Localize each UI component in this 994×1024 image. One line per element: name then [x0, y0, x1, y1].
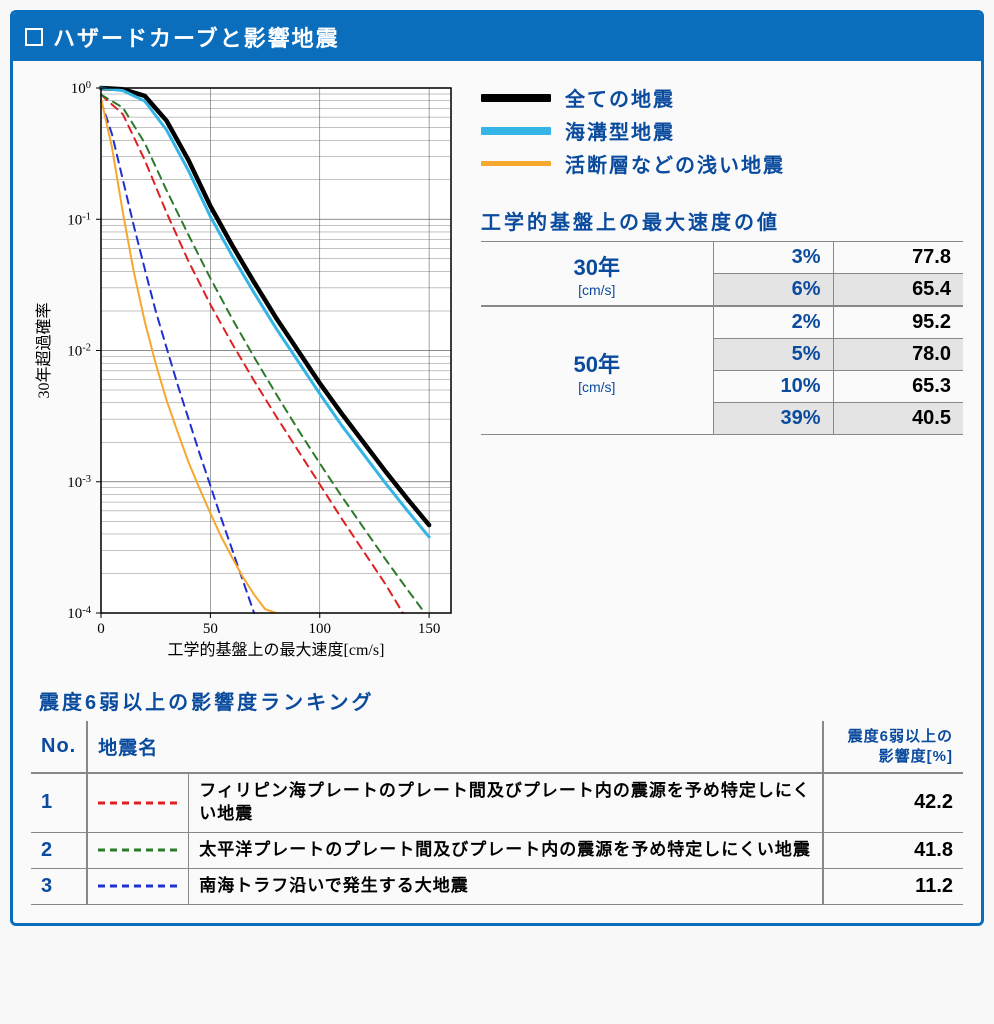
period-cell: 30年[cm/s] [481, 242, 713, 307]
value-cell: 65.3 [833, 371, 963, 403]
percent-cell: 3% [713, 242, 833, 274]
rank-no: 1 [31, 773, 87, 832]
rank-dash [87, 868, 189, 904]
header-box-icon [25, 28, 43, 46]
percent-cell: 39% [713, 403, 833, 435]
panel-header: ハザードカーブと影響地震 [13, 13, 981, 61]
col-impact: 震度6弱以上の影響度[%] [823, 721, 963, 773]
legend-swatch [481, 161, 551, 166]
svg-text:10-3: 10-3 [67, 473, 91, 491]
svg-text:10-1: 10-1 [67, 211, 91, 229]
legend-label: 海溝型地震 [565, 116, 675, 145]
legend-swatch [481, 127, 551, 135]
value-cell: 78.0 [833, 339, 963, 371]
percent-cell: 2% [713, 306, 833, 339]
legend-label: 全ての地震 [565, 83, 675, 112]
rank-name: 南海トラフ沿いで発生する大地震 [189, 868, 823, 904]
value-cell: 77.8 [833, 242, 963, 274]
panel-title: ハザードカーブと影響地震 [53, 21, 340, 53]
chart-legend: 全ての地震海溝型地震活断層などの浅い地震 [481, 83, 963, 178]
ranking-row: 1 フィリピン海プレートのプレート間及びプレート内の震源を予め特定しにくい地震42… [31, 773, 963, 832]
percent-cell: 10% [713, 371, 833, 403]
svg-text:100: 100 [309, 621, 332, 637]
rank-impact: 11.2 [823, 868, 963, 904]
svg-text:150: 150 [418, 621, 441, 637]
svg-text:30年超過確率: 30年超過確率 [35, 302, 53, 398]
velocity-table-title: 工学的基盤上の最大速度の値 [481, 206, 963, 235]
legend-row: 活断層などの浅い地震 [481, 149, 963, 178]
percent-cell: 6% [713, 274, 833, 307]
ranking-table: No.地震名震度6弱以上の影響度[%]1フィリピン海プレートのプレート間及びプレ… [31, 721, 963, 905]
rank-dash [87, 773, 189, 832]
svg-text:100: 100 [71, 80, 91, 98]
period-cell: 50年[cm/s] [481, 306, 713, 435]
svg-text:0: 0 [97, 621, 105, 637]
svg-text:50: 50 [203, 621, 218, 637]
rank-name: 太平洋プレートのプレート間及びプレート内の震源を予め特定しにくい地震 [189, 832, 823, 868]
svg-text:10-2: 10-2 [67, 342, 91, 360]
legend-row: 全ての地震 [481, 83, 963, 112]
rank-impact: 41.8 [823, 832, 963, 868]
panel-body: 10-4 10-3 10-2 10-1 100 0 50 100 150 工学的基盤上の最大速度[… [13, 61, 981, 923]
velocity-table: 30年[cm/s]3%77.86%65.450年[cm/s]2%95.25%78… [481, 241, 963, 435]
svg-text:10-4: 10-4 [67, 605, 91, 623]
legend-label: 活断層などの浅い地震 [565, 149, 785, 178]
rank-dash [87, 832, 189, 868]
rank-impact: 42.2 [823, 773, 963, 832]
ranking-row: 2 太平洋プレートのプレート間及びプレート内の震源を予め特定しにくい地震41.8 [31, 832, 963, 868]
svg-text:工学的基盤上の最大速度[cm/s]: 工学的基盤上の最大速度[cm/s] [168, 641, 385, 659]
value-cell: 65.4 [833, 274, 963, 307]
legend-swatch [481, 94, 551, 102]
rank-name: フィリピン海プレートのプレート間及びプレート内の震源を予め特定しにくい地震 [189, 773, 823, 832]
velocity-row: 50年[cm/s]2%95.2 [481, 306, 963, 339]
col-name: 地震名 [87, 721, 823, 773]
chart-container: 10-4 10-3 10-2 10-1 100 0 50 100 150 工学的基盤上の最大速度[… [31, 73, 461, 668]
hazard-curve-chart: 10-4 10-3 10-2 10-1 100 0 50 100 150 工学的基盤上の最大速度[… [31, 73, 461, 663]
ranking-header-row: No.地震名震度6弱以上の影響度[%] [31, 721, 963, 773]
velocity-row: 30年[cm/s]3%77.8 [481, 242, 963, 274]
legend-row: 海溝型地震 [481, 116, 963, 145]
ranking-title: 震度6弱以上の影響度ランキング [39, 686, 963, 715]
col-no: No. [31, 721, 87, 773]
value-cell: 40.5 [833, 403, 963, 435]
rank-no: 3 [31, 868, 87, 904]
rank-no: 2 [31, 832, 87, 868]
hazard-panel: ハザードカーブと影響地震 10-410-310-210-110005010015… [10, 10, 984, 926]
ranking-row: 3 南海トラフ沿いで発生する大地震11.2 [31, 868, 963, 904]
percent-cell: 5% [713, 339, 833, 371]
value-cell: 95.2 [833, 306, 963, 339]
